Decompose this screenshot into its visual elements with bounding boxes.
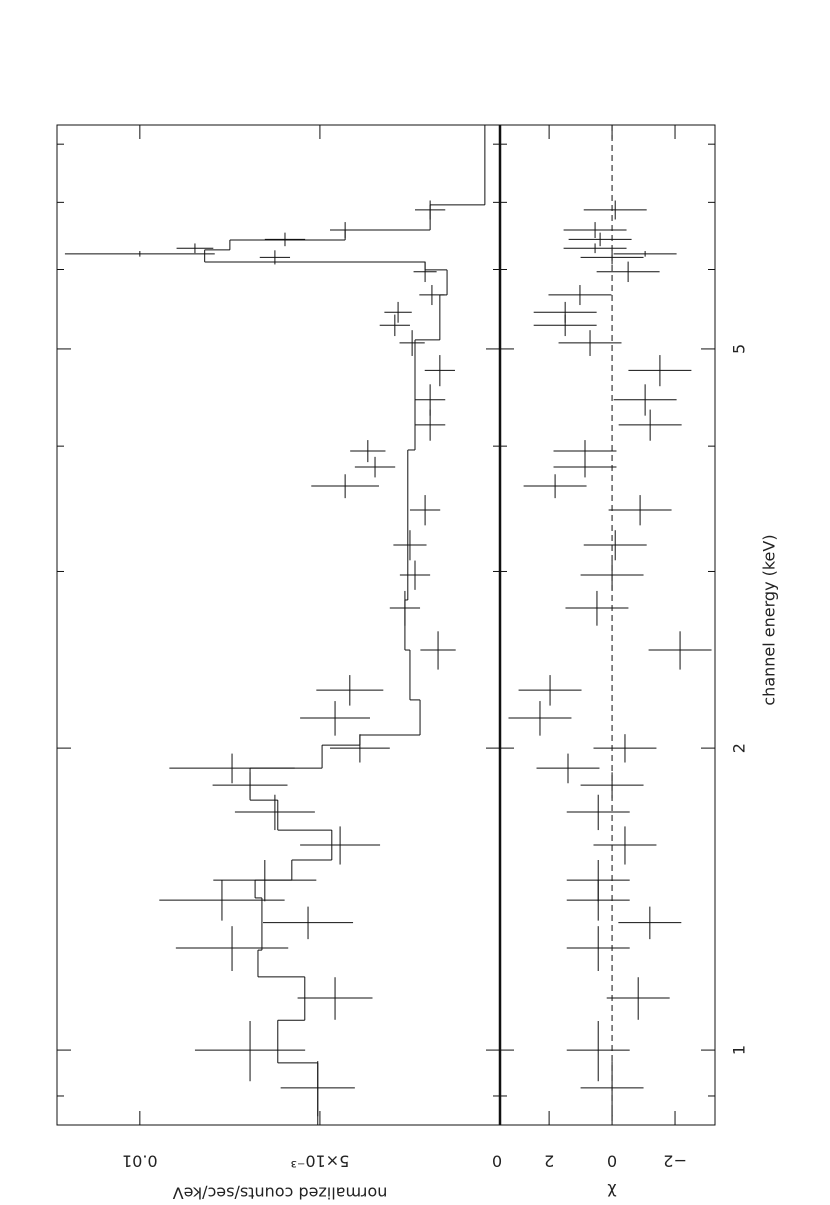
y-tick-label: 0	[492, 1152, 502, 1171]
x-tick-label: 2	[730, 743, 749, 753]
x-tick-label: 5	[730, 344, 749, 354]
x-tick-label: 1	[730, 1045, 749, 1055]
y-tick-label: 5×10⁻³	[291, 1152, 350, 1171]
y-axis-label: χ	[607, 1184, 616, 1203]
x-axis-label: channel energy (keV)	[760, 534, 779, 705]
y-tick-label: 0	[607, 1152, 617, 1171]
frame	[56, 124, 716, 1126]
y-axis-label: normalized counts/sec/keV	[173, 1184, 388, 1203]
y-tick-label: 2	[544, 1152, 554, 1171]
y-tick-label: 0.01	[122, 1152, 158, 1171]
y-tick-label: −2	[663, 1152, 687, 1171]
